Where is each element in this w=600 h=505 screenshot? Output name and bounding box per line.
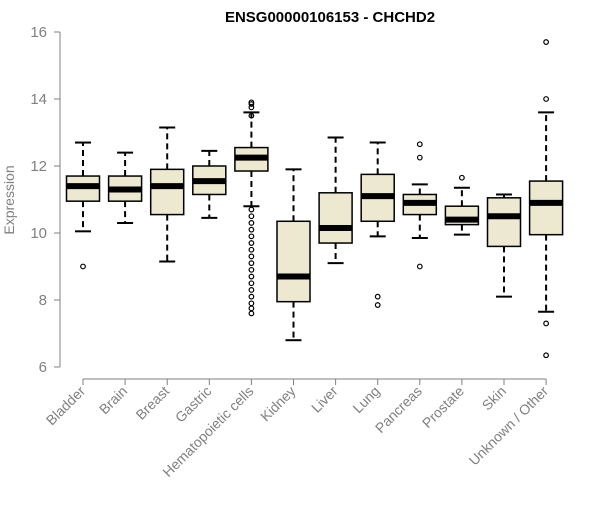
outlier-point bbox=[416, 141, 423, 148]
box-group bbox=[107, 151, 143, 224]
outlier-point bbox=[248, 273, 255, 280]
y-tick-label: 10 bbox=[30, 225, 47, 242]
x-tick-label: Bladder bbox=[43, 383, 89, 429]
box-group bbox=[192, 149, 227, 219]
outlier-point bbox=[248, 240, 255, 246]
axes: 6 8 10 12 14 16 bbox=[30, 24, 547, 385]
outlier-point bbox=[248, 300, 255, 307]
box-iqr bbox=[149, 168, 185, 216]
y-tick-label: 12 bbox=[30, 158, 47, 175]
outlier-point bbox=[543, 352, 549, 359]
x-tick-label: Brain bbox=[96, 383, 130, 417]
box-group bbox=[444, 174, 480, 236]
y-tick-label: 6 bbox=[39, 359, 47, 376]
box-group bbox=[360, 141, 395, 308]
y-tick-label: 14 bbox=[30, 91, 47, 108]
outlier-point bbox=[543, 320, 549, 327]
outlier-point bbox=[248, 213, 255, 220]
boxes-layer bbox=[65, 39, 564, 359]
chart-title: ENSG00000106153 - CHCHD2 bbox=[225, 9, 435, 26]
x-tick-label: Unknown / Other bbox=[466, 383, 552, 469]
y-axis-label: Expression bbox=[1, 165, 17, 234]
box-group bbox=[402, 141, 438, 270]
x-tick-label: Lung bbox=[349, 383, 382, 416]
outlier-point bbox=[248, 280, 255, 287]
outlier-point bbox=[248, 206, 255, 213]
box-group bbox=[276, 168, 311, 342]
outlier-point bbox=[248, 305, 255, 312]
x-tick-label: Breast bbox=[132, 383, 172, 423]
outlier-point bbox=[416, 154, 423, 161]
outlier-point bbox=[374, 302, 381, 308]
box-iqr bbox=[318, 192, 353, 244]
box-group bbox=[149, 126, 185, 263]
outlier-point bbox=[416, 263, 423, 270]
outlier-point bbox=[248, 260, 255, 267]
y-tick-label: 16 bbox=[30, 24, 47, 41]
outlier-point bbox=[248, 99, 255, 106]
outlier-point bbox=[248, 246, 255, 253]
box-group bbox=[234, 99, 269, 317]
outlier-point bbox=[248, 293, 255, 300]
outlier-point bbox=[543, 39, 549, 45]
x-tick-label: Liver bbox=[308, 383, 341, 416]
outlier-point bbox=[248, 112, 255, 119]
box-group bbox=[65, 141, 101, 270]
box-iqr bbox=[528, 180, 564, 236]
outlier-point bbox=[248, 233, 255, 240]
outlier-point bbox=[248, 220, 255, 226]
box-group bbox=[318, 136, 353, 265]
outlier-point bbox=[248, 253, 255, 260]
x-tick-label: Kidney bbox=[257, 383, 299, 425]
box-iqr bbox=[276, 220, 311, 303]
outlier-point bbox=[248, 226, 255, 233]
y-tick-label: 8 bbox=[39, 292, 47, 309]
box-group bbox=[528, 39, 564, 359]
box-group bbox=[486, 193, 522, 298]
x-tick-label: Pancreas bbox=[372, 383, 425, 436]
outlier-point bbox=[248, 287, 255, 293]
box-iqr bbox=[486, 197, 522, 248]
outlier-point bbox=[543, 96, 549, 102]
outlier-point bbox=[374, 293, 381, 300]
outlier-point bbox=[80, 263, 86, 270]
outlier-point bbox=[248, 310, 255, 317]
outlier-point bbox=[459, 174, 465, 181]
x-tick-label: Prostate bbox=[419, 383, 467, 431]
x-tick-label: Skin bbox=[479, 383, 510, 414]
outlier-point bbox=[248, 266, 255, 273]
